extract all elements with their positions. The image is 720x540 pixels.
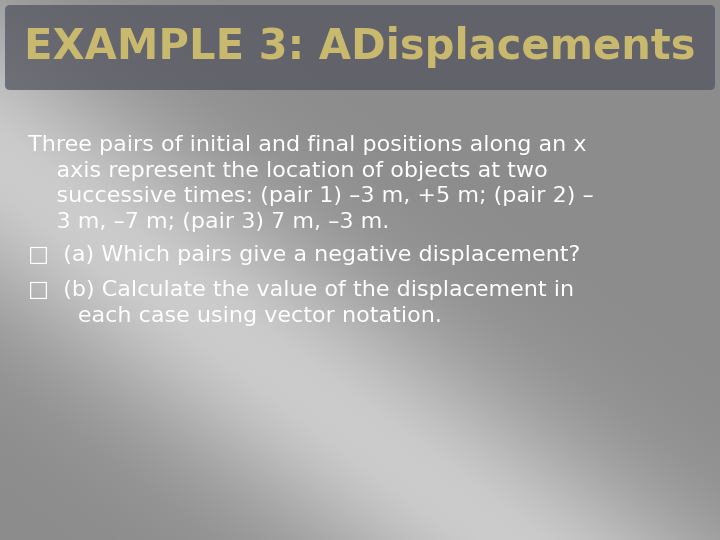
- Text: □  (b) Calculate the value of the displacement in
       each case using vector : □ (b) Calculate the value of the displac…: [28, 280, 574, 326]
- FancyBboxPatch shape: [5, 5, 715, 90]
- Text: Three pairs of initial and final positions along an x
    axis represent the loc: Three pairs of initial and final positio…: [28, 135, 594, 232]
- Text: EXAMPLE 3: ADisplacements: EXAMPLE 3: ADisplacements: [24, 26, 696, 68]
- Text: □  (a) Which pairs give a negative displacement?: □ (a) Which pairs give a negative displa…: [28, 245, 580, 265]
